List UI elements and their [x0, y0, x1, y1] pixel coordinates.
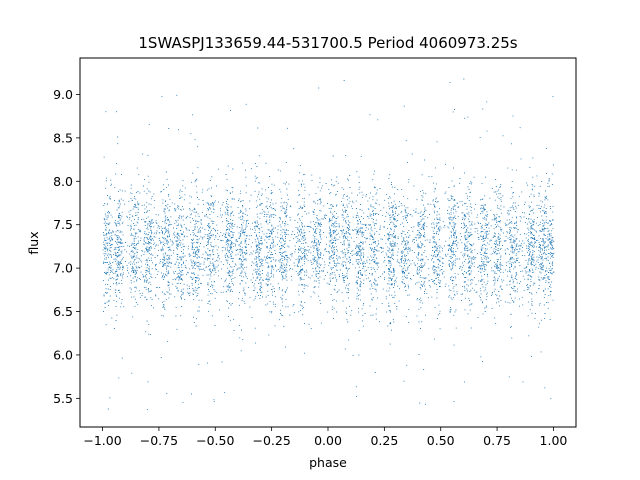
y-tick-label: 9.0 — [53, 87, 73, 102]
x-tick-label: 1.00 — [540, 433, 568, 448]
scatter-point-cloud — [102, 78, 555, 411]
data-points — [102, 78, 555, 411]
x-axis: −1.00 −0.75 −0.50 −0.25 0.00 0.25 0.50 0.75 1.00 — [83, 427, 567, 448]
x-tick-label: 0.00 — [314, 433, 342, 448]
y-tick-label: 7.5 — [53, 217, 73, 232]
x-tick-label: −0.50 — [196, 433, 234, 448]
y-axis-label: flux — [26, 231, 41, 254]
y-tick-label: 8.0 — [53, 174, 73, 189]
y-tick-label: 7.0 — [53, 261, 73, 276]
chart-title: 1SWASPJ133659.44-531700.5 Period 4060973… — [138, 34, 517, 52]
x-tick-label: 0.50 — [427, 433, 455, 448]
y-axis: 5.5 6.0 6.5 7.0 7.5 8.0 8.5 9.0 — [53, 87, 80, 406]
x-axis-label: phase — [309, 455, 347, 470]
y-tick-label: 6.0 — [53, 347, 73, 362]
y-tick-label: 6.5 — [53, 304, 73, 319]
y-tick-label: 8.5 — [53, 130, 73, 145]
x-tick-label: 0.75 — [483, 433, 511, 448]
y-tick-label: 5.5 — [53, 391, 73, 406]
x-tick-label: −0.25 — [252, 433, 290, 448]
x-tick-label: −0.75 — [140, 433, 178, 448]
x-tick-label: −1.00 — [83, 433, 121, 448]
x-tick-label: 0.25 — [370, 433, 398, 448]
